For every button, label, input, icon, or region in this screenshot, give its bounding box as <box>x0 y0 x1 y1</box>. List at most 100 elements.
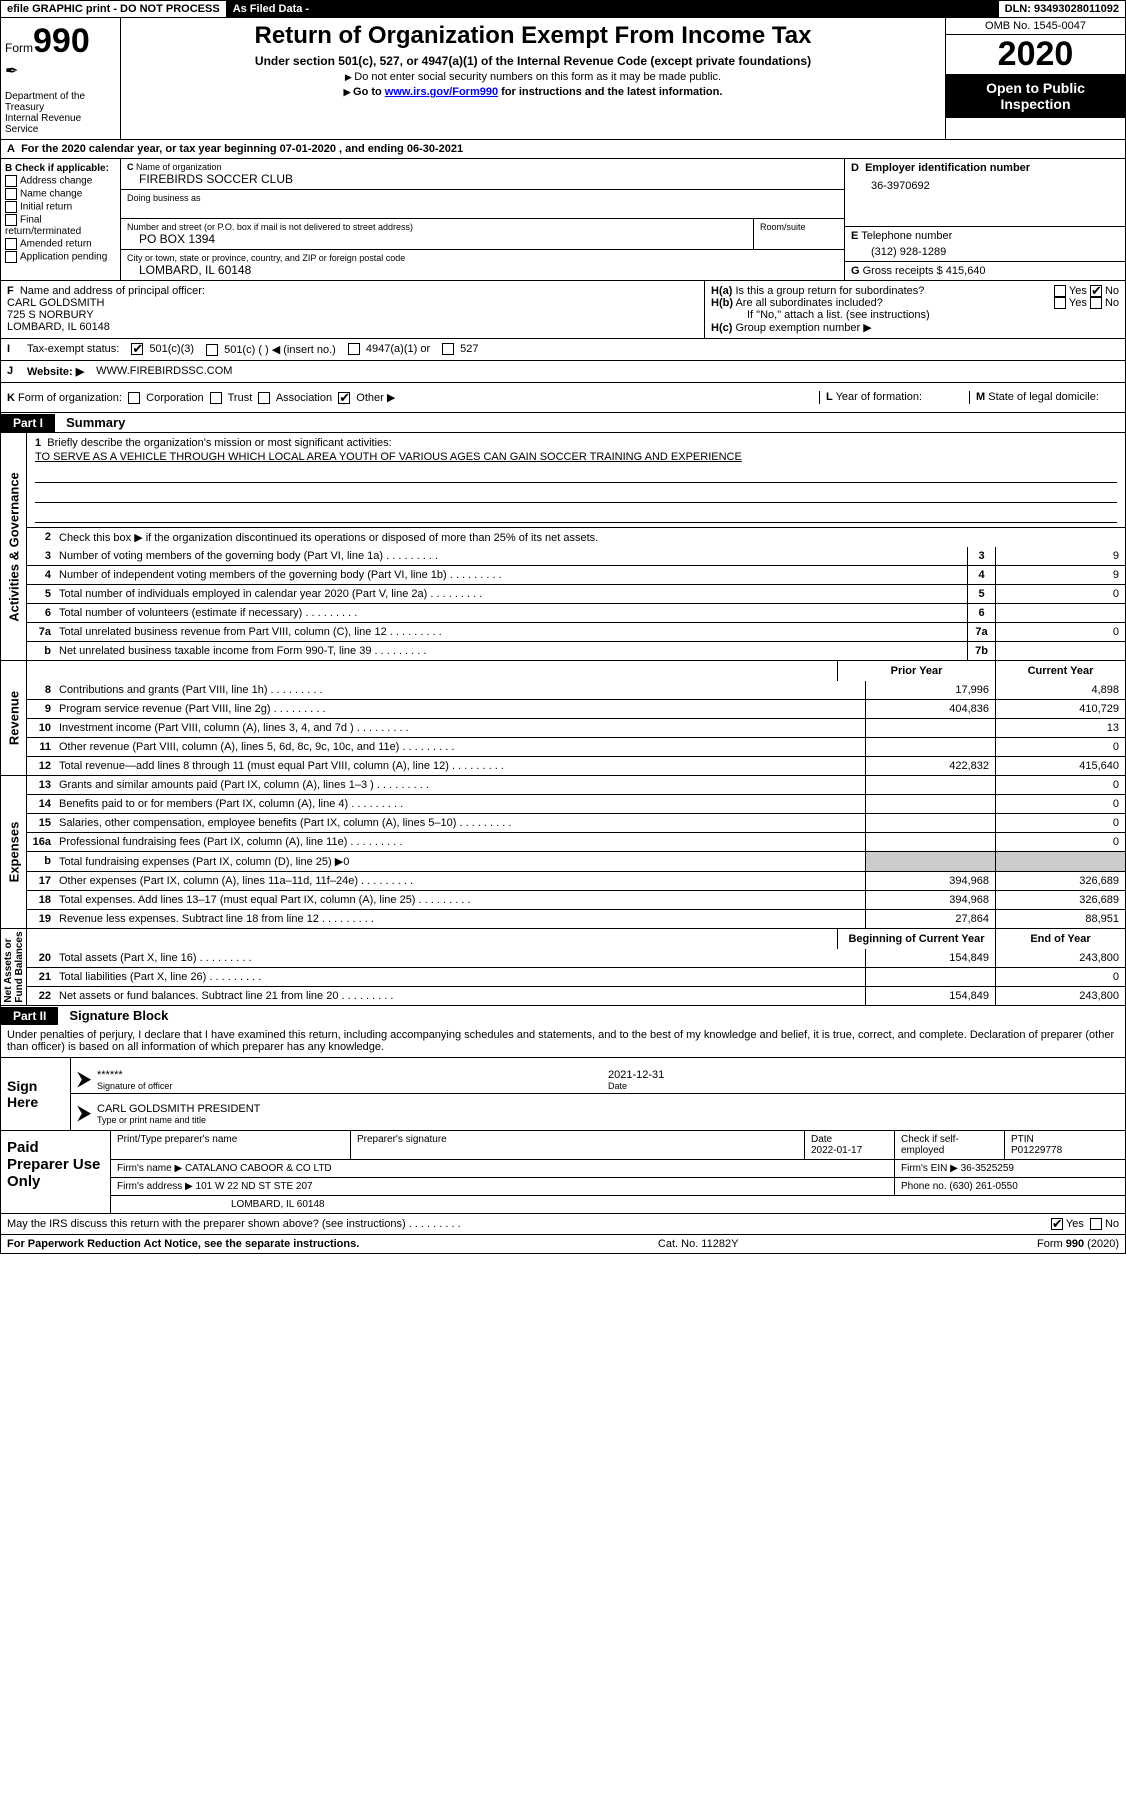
exp-line-14: 14Benefits paid to or for members (Part … <box>27 794 1125 813</box>
sec-hc-label: Group exemption number ▶ <box>735 322 871 334</box>
firm-name-val: CATALANO CABOOR & CO LTD <box>185 1163 332 1174</box>
gov-line-7b: bNet unrelated business taxable income f… <box>27 641 1125 660</box>
rev-line-10: 10Investment income (Part VIII, column (… <box>27 718 1125 737</box>
sig-date: 2021-12-31 <box>608 1069 1119 1081</box>
part1-title: Summary <box>58 413 133 432</box>
cb-discuss-yes[interactable] <box>1051 1218 1063 1230</box>
sec-j-row: J Website: ▶ WWW.FIREBIRDSSC.COM <box>1 361 1125 383</box>
gov-line-3: 3Number of voting members of the governi… <box>27 547 1125 565</box>
cb-address-change[interactable]: Address change <box>5 175 116 187</box>
sec-deg: D Employer identification number 36-3970… <box>845 159 1125 280</box>
prep-ptin-val: P01229778 <box>1011 1145 1062 1156</box>
sign-here-label: Sign Here <box>1 1058 71 1130</box>
end-year-hdr: End of Year <box>995 929 1125 949</box>
firm-addr-val: 101 W 22 ND ST STE 207 <box>196 1181 313 1192</box>
sec-klm-row: K Form of organization: Corporation Trus… <box>1 383 1125 413</box>
cb-other[interactable] <box>338 392 350 404</box>
perjury-declaration: Under penalties of perjury, I declare th… <box>1 1025 1125 1058</box>
line2-text: Check this box ▶ if the organization dis… <box>55 528 1125 547</box>
gov-line-6: 6Total number of volunteers (estimate if… <box>27 603 1125 622</box>
cb-assoc[interactable] <box>258 392 270 404</box>
net-line-22: 22Net assets or fund balances. Subtract … <box>27 986 1125 1005</box>
cb-corp[interactable] <box>128 392 140 404</box>
open-public-badge: Open to Public Inspection <box>946 74 1125 118</box>
form-subtitle: Under section 501(c), 527, or 4947(a)(1)… <box>127 54 939 68</box>
goto-post: for instructions and the latest informat… <box>498 86 722 98</box>
cb-final-return[interactable]: Final return/terminated <box>5 214 116 237</box>
current-year-hdr: Current Year <box>995 661 1125 681</box>
revenue-section: Revenue Prior Year Current Year 8Contrib… <box>1 661 1125 776</box>
sig-officer-label: Signature of officer <box>97 1081 608 1091</box>
part1-header-row: Part I Summary <box>1 413 1125 433</box>
form-footer-label: Form 990 (2020) <box>1037 1238 1119 1250</box>
net-line-20: 20Total assets (Part X, line 16)154,8492… <box>27 949 1125 967</box>
org-name: FIREBIRDS SOCCER CLUB <box>127 172 838 186</box>
goto-note: Go to www.irs.gov/Form990 for instructio… <box>127 86 939 98</box>
gov-tab: Activities & Governance <box>1 433 27 660</box>
paperwork-notice: For Paperwork Reduction Act Notice, see … <box>7 1238 359 1250</box>
header-center: Return of Organization Exempt From Incom… <box>121 18 945 139</box>
irs-link[interactable]: www.irs.gov/Form990 <box>385 86 498 98</box>
firm-ein-label: Firm's EIN ▶ <box>901 1163 958 1174</box>
header-left: Form990 ✒ Department of the Treasury Int… <box>1 18 121 139</box>
sec-a-text: For the 2020 calendar year, or tax year … <box>21 143 463 155</box>
street-label: Number and street (or P.O. box if mail i… <box>127 222 747 232</box>
gross-receipts-val: 415,640 <box>946 265 986 277</box>
form-990-document: efile GRAPHIC print - DO NOT PROCESS As … <box>0 0 1126 1254</box>
netassets-tab: Net Assets or Fund Balances <box>1 929 27 1005</box>
sec-e-label: Telephone number <box>861 230 952 242</box>
cb-amended-return[interactable]: Amended return <box>5 238 116 250</box>
begin-year-hdr: Beginning of Current Year <box>837 929 995 949</box>
cb-initial-return[interactable]: Initial return <box>5 201 116 213</box>
cb-ha-no[interactable] <box>1090 285 1102 297</box>
form-number: Form990 <box>5 22 116 61</box>
sec-a-taxyear: A For the 2020 calendar year, or tax yea… <box>1 140 1125 159</box>
sec-i-label: Tax-exempt status: <box>21 339 125 360</box>
goto-pre: Go to <box>344 86 385 98</box>
part2-header-row: Part II Signature Block <box>1 1006 1125 1025</box>
cb-hb-no[interactable] <box>1090 297 1102 309</box>
ein-val: 36-3970692 <box>851 174 1119 192</box>
firm-city: LOMBARD, IL 60148 <box>111 1196 1125 1213</box>
omb-number: OMB No. 1545-0047 <box>946 18 1125 35</box>
cb-hb-yes[interactable] <box>1054 297 1066 309</box>
cb-527[interactable]: 527 <box>436 339 484 360</box>
cb-ha-yes[interactable] <box>1054 285 1066 297</box>
ha-yes-no: Yes No <box>1054 285 1119 297</box>
asfiled-label: As Filed Data - <box>227 1 316 17</box>
sec-ha-label: Is this a group return for subordinates? <box>735 285 924 297</box>
sec-j-label: Website: ▶ <box>21 361 90 382</box>
gov-line-5: 5Total number of individuals employed in… <box>27 584 1125 603</box>
exp-line-17: 17Other expenses (Part IX, column (A), l… <box>27 871 1125 890</box>
cb-application-pending[interactable]: Application pending <box>5 251 116 263</box>
cb-trust[interactable] <box>210 392 222 404</box>
officer-addr1: 725 S NORBURY <box>7 309 94 321</box>
gov-line-4: 4Number of independent voting members of… <box>27 565 1125 584</box>
part1-badge: Part I <box>1 414 55 432</box>
expenses-section: Expenses 13Grants and similar amounts pa… <box>1 776 1125 929</box>
prep-selfemp-label: Check if self-employed <box>901 1134 959 1156</box>
sign-here-block: Sign Here ⮞ ******Signature of officer 2… <box>1 1058 1125 1131</box>
sec-m-label: State of legal domicile: <box>988 391 1099 403</box>
page-footer: For Paperwork Reduction Act Notice, see … <box>1 1234 1125 1253</box>
cb-discuss-no[interactable] <box>1090 1218 1102 1230</box>
cb-501c[interactable]: 501(c) ( ) ◀ (insert no.) <box>200 339 342 360</box>
cb-501c3[interactable]: 501(c)(3) <box>125 339 200 360</box>
sec-h: H(a) Is this a group return for subordin… <box>705 281 1125 338</box>
exp-line-13: 13Grants and similar amounts paid (Part … <box>27 776 1125 794</box>
exp-line-16a: 16aProfessional fundraising fees (Part I… <box>27 832 1125 851</box>
gov-section: Activities & Governance 1 Briefly descri… <box>1 433 1125 661</box>
prep-name-label: Print/Type preparer's name <box>111 1131 351 1159</box>
cb-4947[interactable]: 4947(a)(1) or <box>342 339 436 360</box>
net-line-21: 21Total liabilities (Part X, line 26)0 <box>27 967 1125 986</box>
rev-line-11: 11Other revenue (Part VIII, column (A), … <box>27 737 1125 756</box>
sec-bcd-row: B Check if applicable: Address change Na… <box>1 159 1125 281</box>
rev-line-8: 8Contributions and grants (Part VIII, li… <box>27 681 1125 699</box>
expenses-tab: Expenses <box>1 776 27 928</box>
sec-h-note: If "No," attach a list. (see instruction… <box>711 309 1119 321</box>
sig-stars: ****** <box>97 1069 608 1081</box>
cb-name-change[interactable]: Name change <box>5 188 116 200</box>
paid-preparer-block: Paid Preparer Use Only Print/Type prepar… <box>1 1131 1125 1214</box>
dept-text: Department of the Treasury Internal Reve… <box>5 91 116 135</box>
tax-year: 2020 <box>946 35 1125 74</box>
